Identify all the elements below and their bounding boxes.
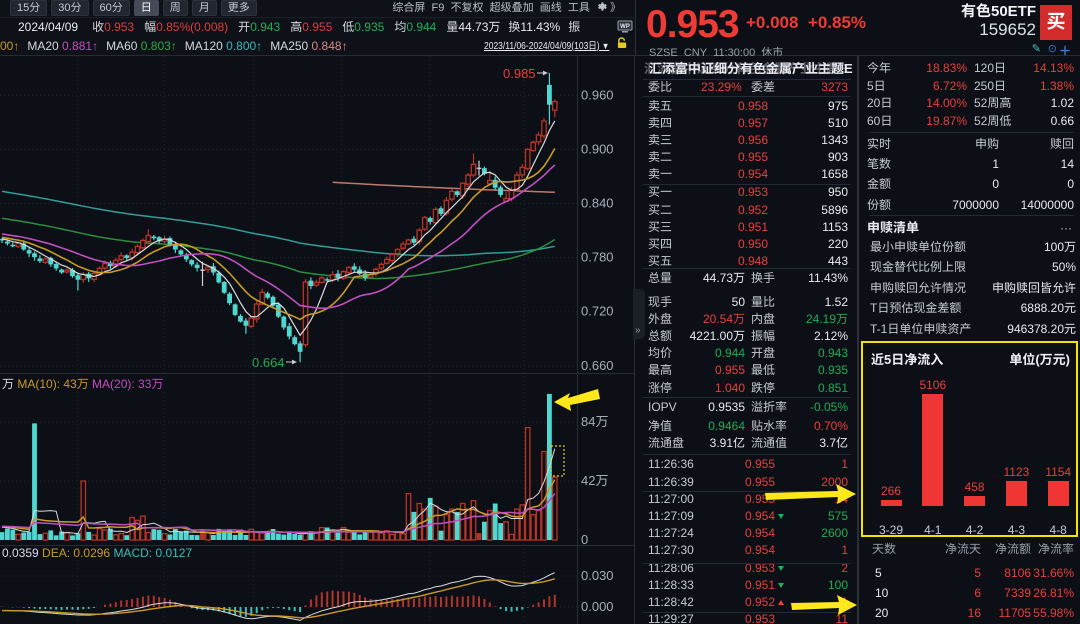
svg-text:0.664: 0.664 bbox=[252, 355, 285, 370]
svg-text:0.960: 0.960 bbox=[581, 87, 614, 102]
svg-text:0.660: 0.660 bbox=[581, 358, 614, 373]
svg-text:0.900: 0.900 bbox=[581, 141, 614, 156]
svg-text:0: 0 bbox=[581, 532, 588, 547]
svg-text:0.985: 0.985 bbox=[503, 66, 536, 81]
svg-text:WP: WP bbox=[620, 24, 630, 30]
svg-text:0.840: 0.840 bbox=[581, 196, 614, 211]
svg-text:84万: 84万 bbox=[581, 414, 608, 429]
svg-text:0.720: 0.720 bbox=[581, 304, 614, 319]
svg-text:0.000: 0.000 bbox=[581, 599, 614, 614]
svg-text:42万: 42万 bbox=[581, 473, 608, 488]
svg-text:0.0359 DEA: 0.0296 MACD: 0.012: 0.0359 DEA: 0.0296 MACD: 0.0127 bbox=[2, 546, 192, 560]
svg-text:0.780: 0.780 bbox=[581, 250, 614, 265]
svg-text:万 MA(10): 43万 MA(20): 33万: 万 MA(10): 43万 MA(20): 33万 bbox=[2, 377, 163, 391]
svg-text:0.030: 0.030 bbox=[581, 568, 614, 583]
